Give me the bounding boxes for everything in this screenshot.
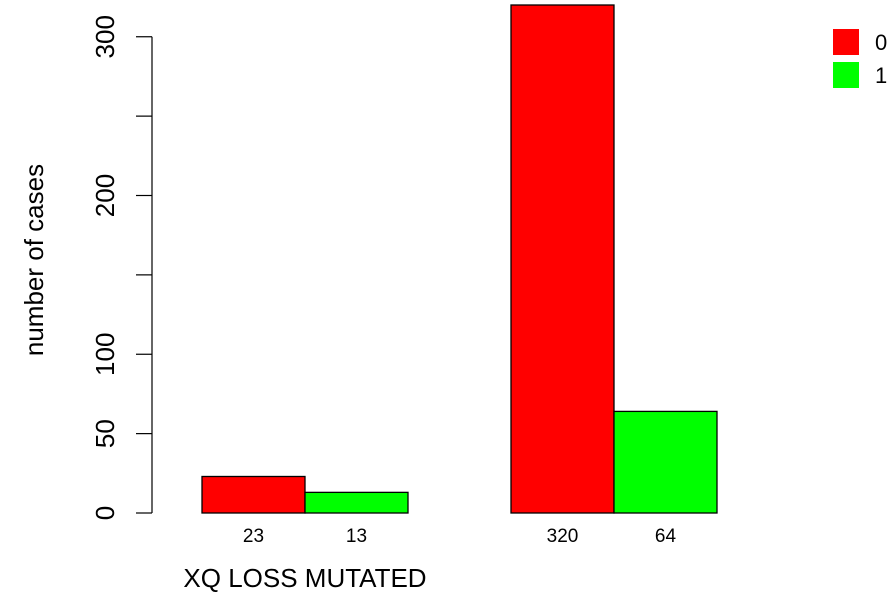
y-tick-label: 50	[90, 419, 120, 448]
y-tick-label: 200	[90, 174, 120, 217]
bars-layer	[201, 4, 718, 514]
y-tick-label: 300	[90, 15, 120, 58]
bar-1-group-1	[304, 491, 409, 514]
legend-label-1: 1	[875, 63, 887, 88]
legend-label-0: 0	[875, 30, 887, 55]
bar-count-label: 13	[346, 526, 367, 547]
bar-labels-layer: 23 13 320 64	[243, 526, 677, 547]
y-axis-label: number of cases	[19, 164, 49, 356]
y-axis: 0 50 100 200 300	[90, 15, 153, 520]
y-tick-label: 100	[90, 333, 120, 376]
legend: 01	[833, 29, 887, 88]
bar-0-group-1	[201, 475, 306, 514]
bar-count-label: 23	[243, 526, 264, 547]
legend-swatch-1	[833, 62, 859, 88]
bar-count-label: 64	[655, 526, 677, 547]
bar-1-group-2	[613, 410, 718, 514]
bar-0-group-2	[510, 4, 615, 514]
bar-count-label: 320	[547, 526, 579, 547]
legend-swatch-0	[833, 29, 859, 55]
x-axis-label: XQ LOSS MUTATED	[183, 563, 426, 593]
y-tick-label: 0	[90, 506, 120, 520]
